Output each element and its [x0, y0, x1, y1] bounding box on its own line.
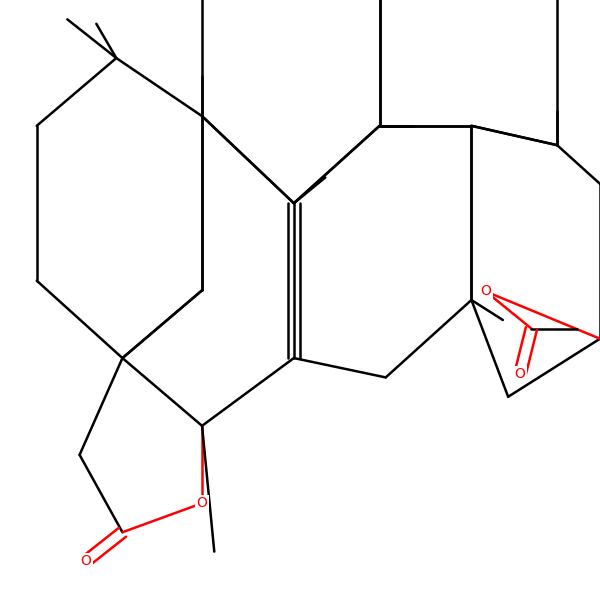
- Text: O: O: [515, 367, 526, 381]
- Text: O: O: [197, 496, 208, 510]
- Text: O: O: [80, 554, 91, 568]
- Text: O: O: [480, 284, 491, 298]
